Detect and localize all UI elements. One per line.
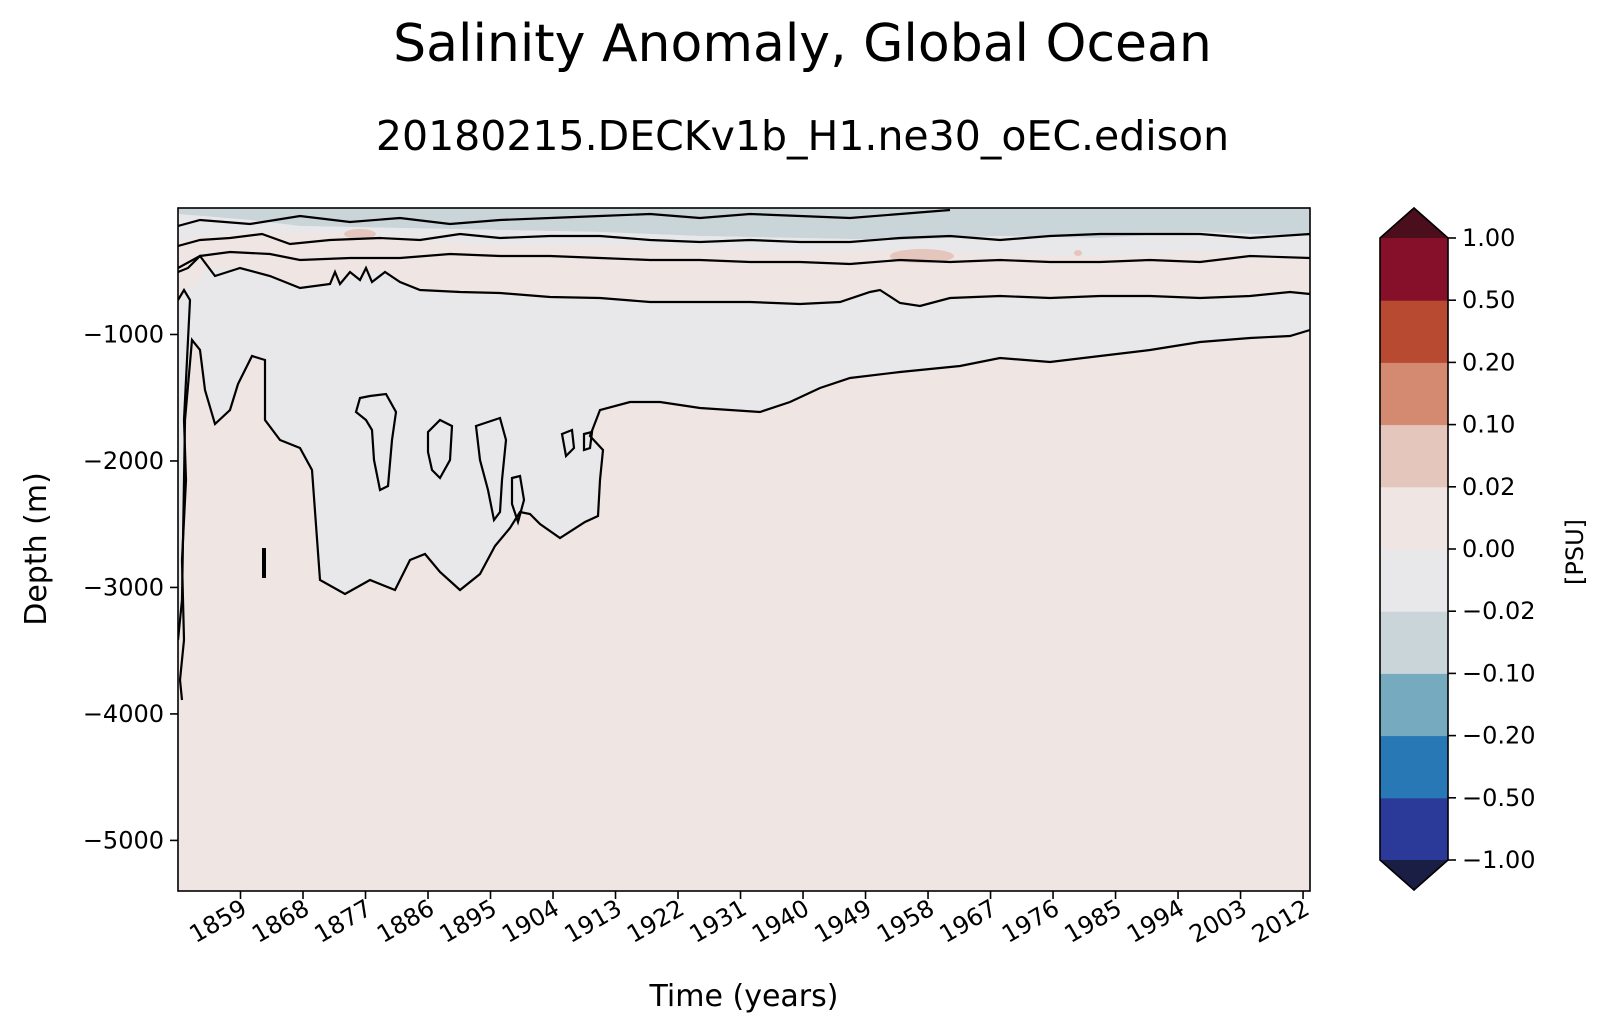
y-axis-label: Depth (m) (19, 472, 54, 626)
plot-frame (177, 207, 1311, 892)
contour-line (178, 287, 192, 701)
colorbar-segment (1380, 611, 1448, 674)
mid-depth-fresh-band (178, 268, 1310, 640)
y-tick-label: −2000 (83, 447, 164, 475)
contour-closed (474, 416, 508, 523)
x-tick-label: 1985 (1060, 894, 1127, 949)
colorbar-segment (1380, 362, 1448, 426)
colorbar-segment (1380, 486, 1448, 550)
colorbar-tick-label: −0.10 (1462, 659, 1536, 687)
x-tick-label: 1967 (935, 894, 1002, 949)
colorbar-segment (1380, 797, 1448, 861)
colorbar-tick-label: 0.50 (1462, 286, 1515, 314)
colorbar-tick-label: −0.50 (1462, 784, 1536, 812)
colorbar-segment (1380, 549, 1448, 612)
x-tick-label: 1922 (622, 894, 689, 949)
colorbar-tick-label: 0.02 (1462, 473, 1515, 501)
contour-layer (178, 208, 1310, 701)
x-tick-label: 1886 (372, 894, 439, 949)
colorbar-tick-label: 1.00 (1462, 224, 1515, 252)
colorbar: −1.00 −0.50 −0.20 −0.10 −0.02 0.00 0.02 0.10 0.2… (1379, 206, 1536, 892)
colorbar-label: [PSU] (1561, 519, 1589, 585)
x-tick-label: 1958 (872, 894, 939, 949)
y-tick-label: −5000 (83, 826, 164, 854)
x-tick-label: 2003 (1185, 894, 1252, 949)
contour-line (178, 254, 1310, 308)
colorbar-over-extension (1380, 208, 1448, 238)
surface-positive-patch (344, 229, 376, 239)
x-tick-label: 1976 (997, 894, 1064, 949)
contour-line (178, 232, 1310, 248)
axes: 1859186818771886189519041913192219311940… (83, 320, 1314, 948)
colorbar-segment (1380, 424, 1448, 488)
x-tick-label: 1913 (560, 894, 627, 949)
chart-title: Salinity Anomaly, Global Ocean (393, 14, 1212, 74)
colorbar-tick-label: 0.00 (1462, 535, 1515, 563)
contour-closed (510, 474, 526, 526)
x-tick-label: 1931 (685, 894, 752, 949)
contour-line (178, 250, 1310, 269)
x-tick-label: 1904 (497, 894, 564, 949)
colorbar-segment (1380, 300, 1448, 363)
x-tick-label: 1868 (247, 894, 314, 949)
contour-line (178, 208, 951, 228)
contour-closed (560, 428, 576, 459)
x-axis-label: Time (years) (649, 979, 839, 1014)
colorbar-segment (1380, 735, 1448, 799)
colorbar-segment (1380, 673, 1448, 737)
surface-fresh-region (178, 208, 1310, 240)
x-tick-label: 1877 (310, 894, 377, 949)
colorbar-tick-label: −0.20 (1462, 722, 1536, 750)
x-tick-label: 1949 (810, 894, 877, 949)
contour-closed (582, 430, 594, 452)
contour-closed (354, 392, 398, 492)
colorbar-tick-label: 0.10 (1462, 411, 1515, 439)
colorbar-tick-label: 0.20 (1462, 348, 1515, 376)
x-tick-label: 2012 (1247, 894, 1314, 949)
colorbar-segment (1380, 238, 1448, 301)
chart-subtitle: 20180215.DECKv1b_H1.ne30_oEC.edison (375, 112, 1230, 160)
surface-positive-patch (1074, 250, 1082, 256)
y-tick-label: −1000 (83, 320, 164, 348)
y-tick-label: −3000 (83, 573, 164, 601)
colorbar-tick-label: −1.00 (1462, 846, 1536, 874)
contour-closed (426, 418, 454, 480)
x-tick-label: 1895 (435, 894, 502, 949)
x-tick-label: 1994 (1122, 894, 1189, 949)
x-tick-label: 1859 (185, 894, 252, 949)
colorbar-under-extension (1380, 860, 1448, 890)
surface-weak-fresh-region (178, 214, 1310, 258)
y-tick-label: −4000 (83, 700, 164, 728)
colorbar-tick-label: −0.02 (1462, 597, 1536, 625)
field-layer (178, 208, 1310, 891)
x-tick-label: 1940 (747, 894, 814, 949)
